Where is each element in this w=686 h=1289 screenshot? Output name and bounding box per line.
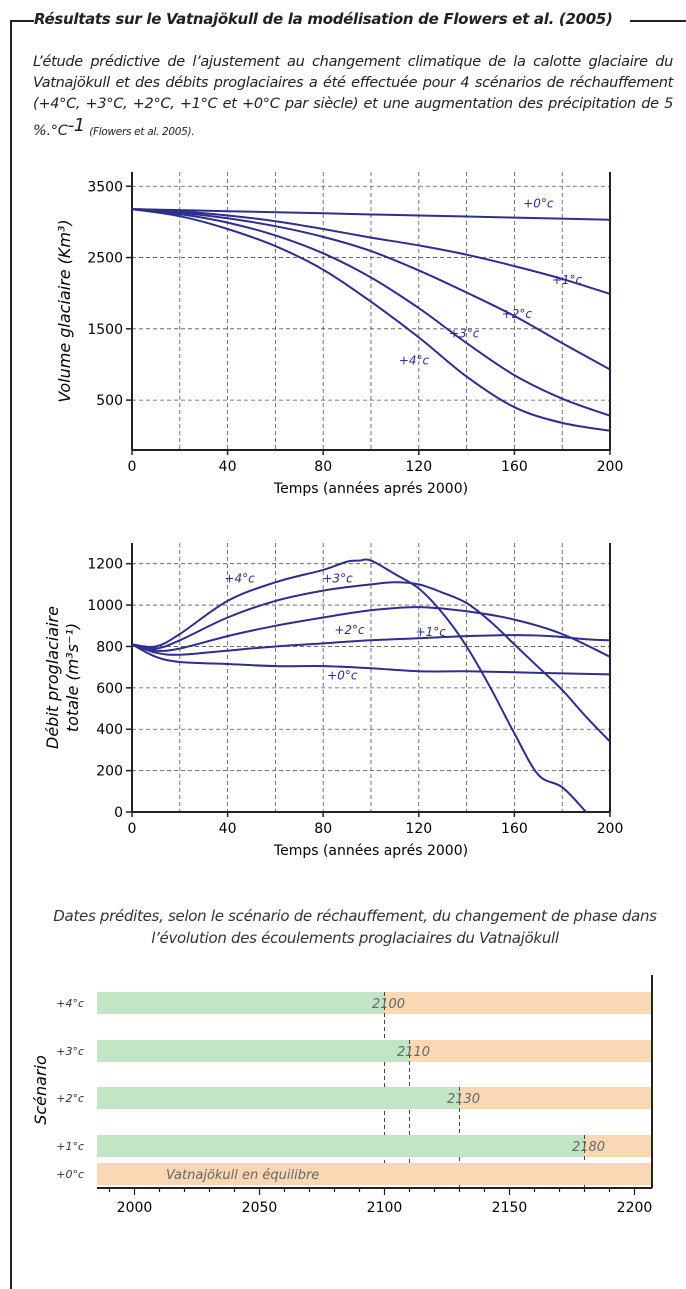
phase-bar-proglacial-decrease bbox=[384, 992, 652, 1014]
x-tick-label: 2100 bbox=[367, 1200, 403, 1216]
phase-bar-proglacial-decrease bbox=[584, 1135, 652, 1157]
series-label: +2°c bbox=[502, 307, 533, 321]
x-tick-label: 40 bbox=[219, 459, 237, 475]
y-tick-label: 1500 bbox=[87, 322, 123, 338]
series-label: +1°c bbox=[416, 625, 447, 639]
phase-bar-proglacial-increase bbox=[97, 1135, 585, 1157]
x-tick-label: 120 bbox=[405, 459, 432, 475]
series-line bbox=[131, 208, 611, 432]
y-tick-label: 200 bbox=[96, 764, 123, 780]
x-tick-label: 2150 bbox=[492, 1200, 528, 1216]
intro-exponent: -1 bbox=[67, 115, 86, 136]
phase-bar-proglacial-decrease bbox=[409, 1040, 652, 1062]
series-label: +4°c bbox=[224, 571, 255, 585]
series-line bbox=[131, 208, 611, 295]
y-axis-label: Scénario bbox=[31, 1055, 50, 1125]
series-line bbox=[131, 208, 611, 221]
series-line bbox=[131, 208, 611, 417]
x-tick-label: 80 bbox=[314, 821, 332, 837]
series-label: +0°c bbox=[327, 669, 358, 683]
y-tick-label: 1200 bbox=[87, 557, 123, 573]
series-line bbox=[131, 558, 587, 813]
intro-reference: (Flowers et al. 2005). bbox=[89, 126, 195, 138]
y-axis-label-group: Volume glaciaire (Km³) bbox=[55, 219, 74, 402]
scenario-label: +4°c bbox=[56, 997, 84, 1010]
x-tick-label: 200 bbox=[597, 459, 624, 475]
y-tick-label: 1000 bbox=[87, 598, 123, 614]
x-tick-label: 40 bbox=[219, 821, 237, 837]
x-tick-label: 200 bbox=[597, 821, 624, 837]
y-axis-label: Volume glaciaire (Km³) bbox=[55, 219, 74, 402]
section-title: Résultats sur le Vatnajökull de la modél… bbox=[34, 10, 613, 28]
series-line bbox=[131, 634, 611, 656]
series-line bbox=[131, 208, 611, 371]
phase-bar-proglacial-increase bbox=[97, 992, 385, 1014]
x-axis-label: Temps (années aprés 2000) bbox=[273, 481, 468, 497]
y-tick-label: 0 bbox=[114, 805, 123, 821]
x-axis-label: Temps (années aprés 2000) bbox=[273, 843, 468, 859]
frame-top-border bbox=[630, 20, 686, 22]
series-line bbox=[131, 606, 611, 658]
change-year-label: 2130 bbox=[447, 1092, 480, 1107]
x-tick-label: 0 bbox=[128, 459, 137, 475]
frame-top-border bbox=[10, 20, 34, 22]
scenario-label: +0°c bbox=[56, 1168, 84, 1181]
y-tick-label: 2500 bbox=[87, 251, 123, 267]
phase-bar-proglacial-decrease bbox=[459, 1087, 652, 1109]
series-line bbox=[131, 581, 611, 743]
series-label: +0°c bbox=[523, 197, 554, 211]
y-tick-label: 600 bbox=[96, 681, 123, 697]
change-year-label: 2100 bbox=[372, 997, 405, 1012]
series-label: +4°c bbox=[399, 353, 430, 367]
x-tick-label: 80 bbox=[314, 459, 332, 475]
series-line bbox=[131, 643, 611, 676]
x-tick-label: 0 bbox=[128, 821, 137, 837]
x-tick-label: 2200 bbox=[617, 1200, 653, 1216]
y-tick-label: 3500 bbox=[87, 179, 123, 195]
x-tick-label: 160 bbox=[501, 459, 528, 475]
change-year-label: 2180 bbox=[572, 1140, 605, 1155]
series-label: +3°c bbox=[322, 571, 353, 585]
phase-bar-proglacial-increase bbox=[97, 1087, 460, 1109]
series-label: +3°c bbox=[449, 326, 480, 340]
phase-bar-equilibrium bbox=[97, 1163, 652, 1185]
equilibrium-label: Vatnajökull en équilibre bbox=[166, 1168, 319, 1183]
y-axis-label: totale (m³s⁻¹) bbox=[63, 623, 82, 732]
series-label: +1°c bbox=[552, 273, 583, 287]
frame-left-border bbox=[10, 20, 12, 1289]
change-year-label: 2110 bbox=[397, 1045, 430, 1060]
scenario-label: +3°c bbox=[56, 1045, 84, 1058]
phase-chart-title: Dates prédites, selon le scénario de réc… bbox=[53, 907, 657, 947]
y-tick-label: 500 bbox=[96, 393, 123, 409]
scenario-label: +1°c bbox=[56, 1140, 84, 1153]
y-tick-label: 800 bbox=[96, 639, 123, 655]
phase-bar-proglacial-increase bbox=[97, 1040, 410, 1062]
y-axis-label-group: Débit proglaciaire totale (m³s⁻¹) bbox=[43, 606, 82, 749]
x-tick-label: 160 bbox=[501, 821, 528, 837]
y-axis-label-group: Scénario bbox=[31, 1055, 50, 1125]
intro-paragraph: L’étude prédictive de l’ajustement au ch… bbox=[33, 52, 673, 143]
x-tick-label: 120 bbox=[405, 821, 432, 837]
x-tick-label: 2000 bbox=[117, 1200, 153, 1216]
y-axis-label: Débit proglaciaire bbox=[43, 606, 62, 749]
scenario-label: +2°c bbox=[56, 1092, 84, 1105]
x-tick-label: 2050 bbox=[242, 1200, 278, 1216]
y-tick-label: 400 bbox=[96, 722, 123, 738]
intro-text: L’étude prédictive de l’ajustement au ch… bbox=[33, 54, 673, 139]
series-label: +2°c bbox=[334, 623, 365, 637]
